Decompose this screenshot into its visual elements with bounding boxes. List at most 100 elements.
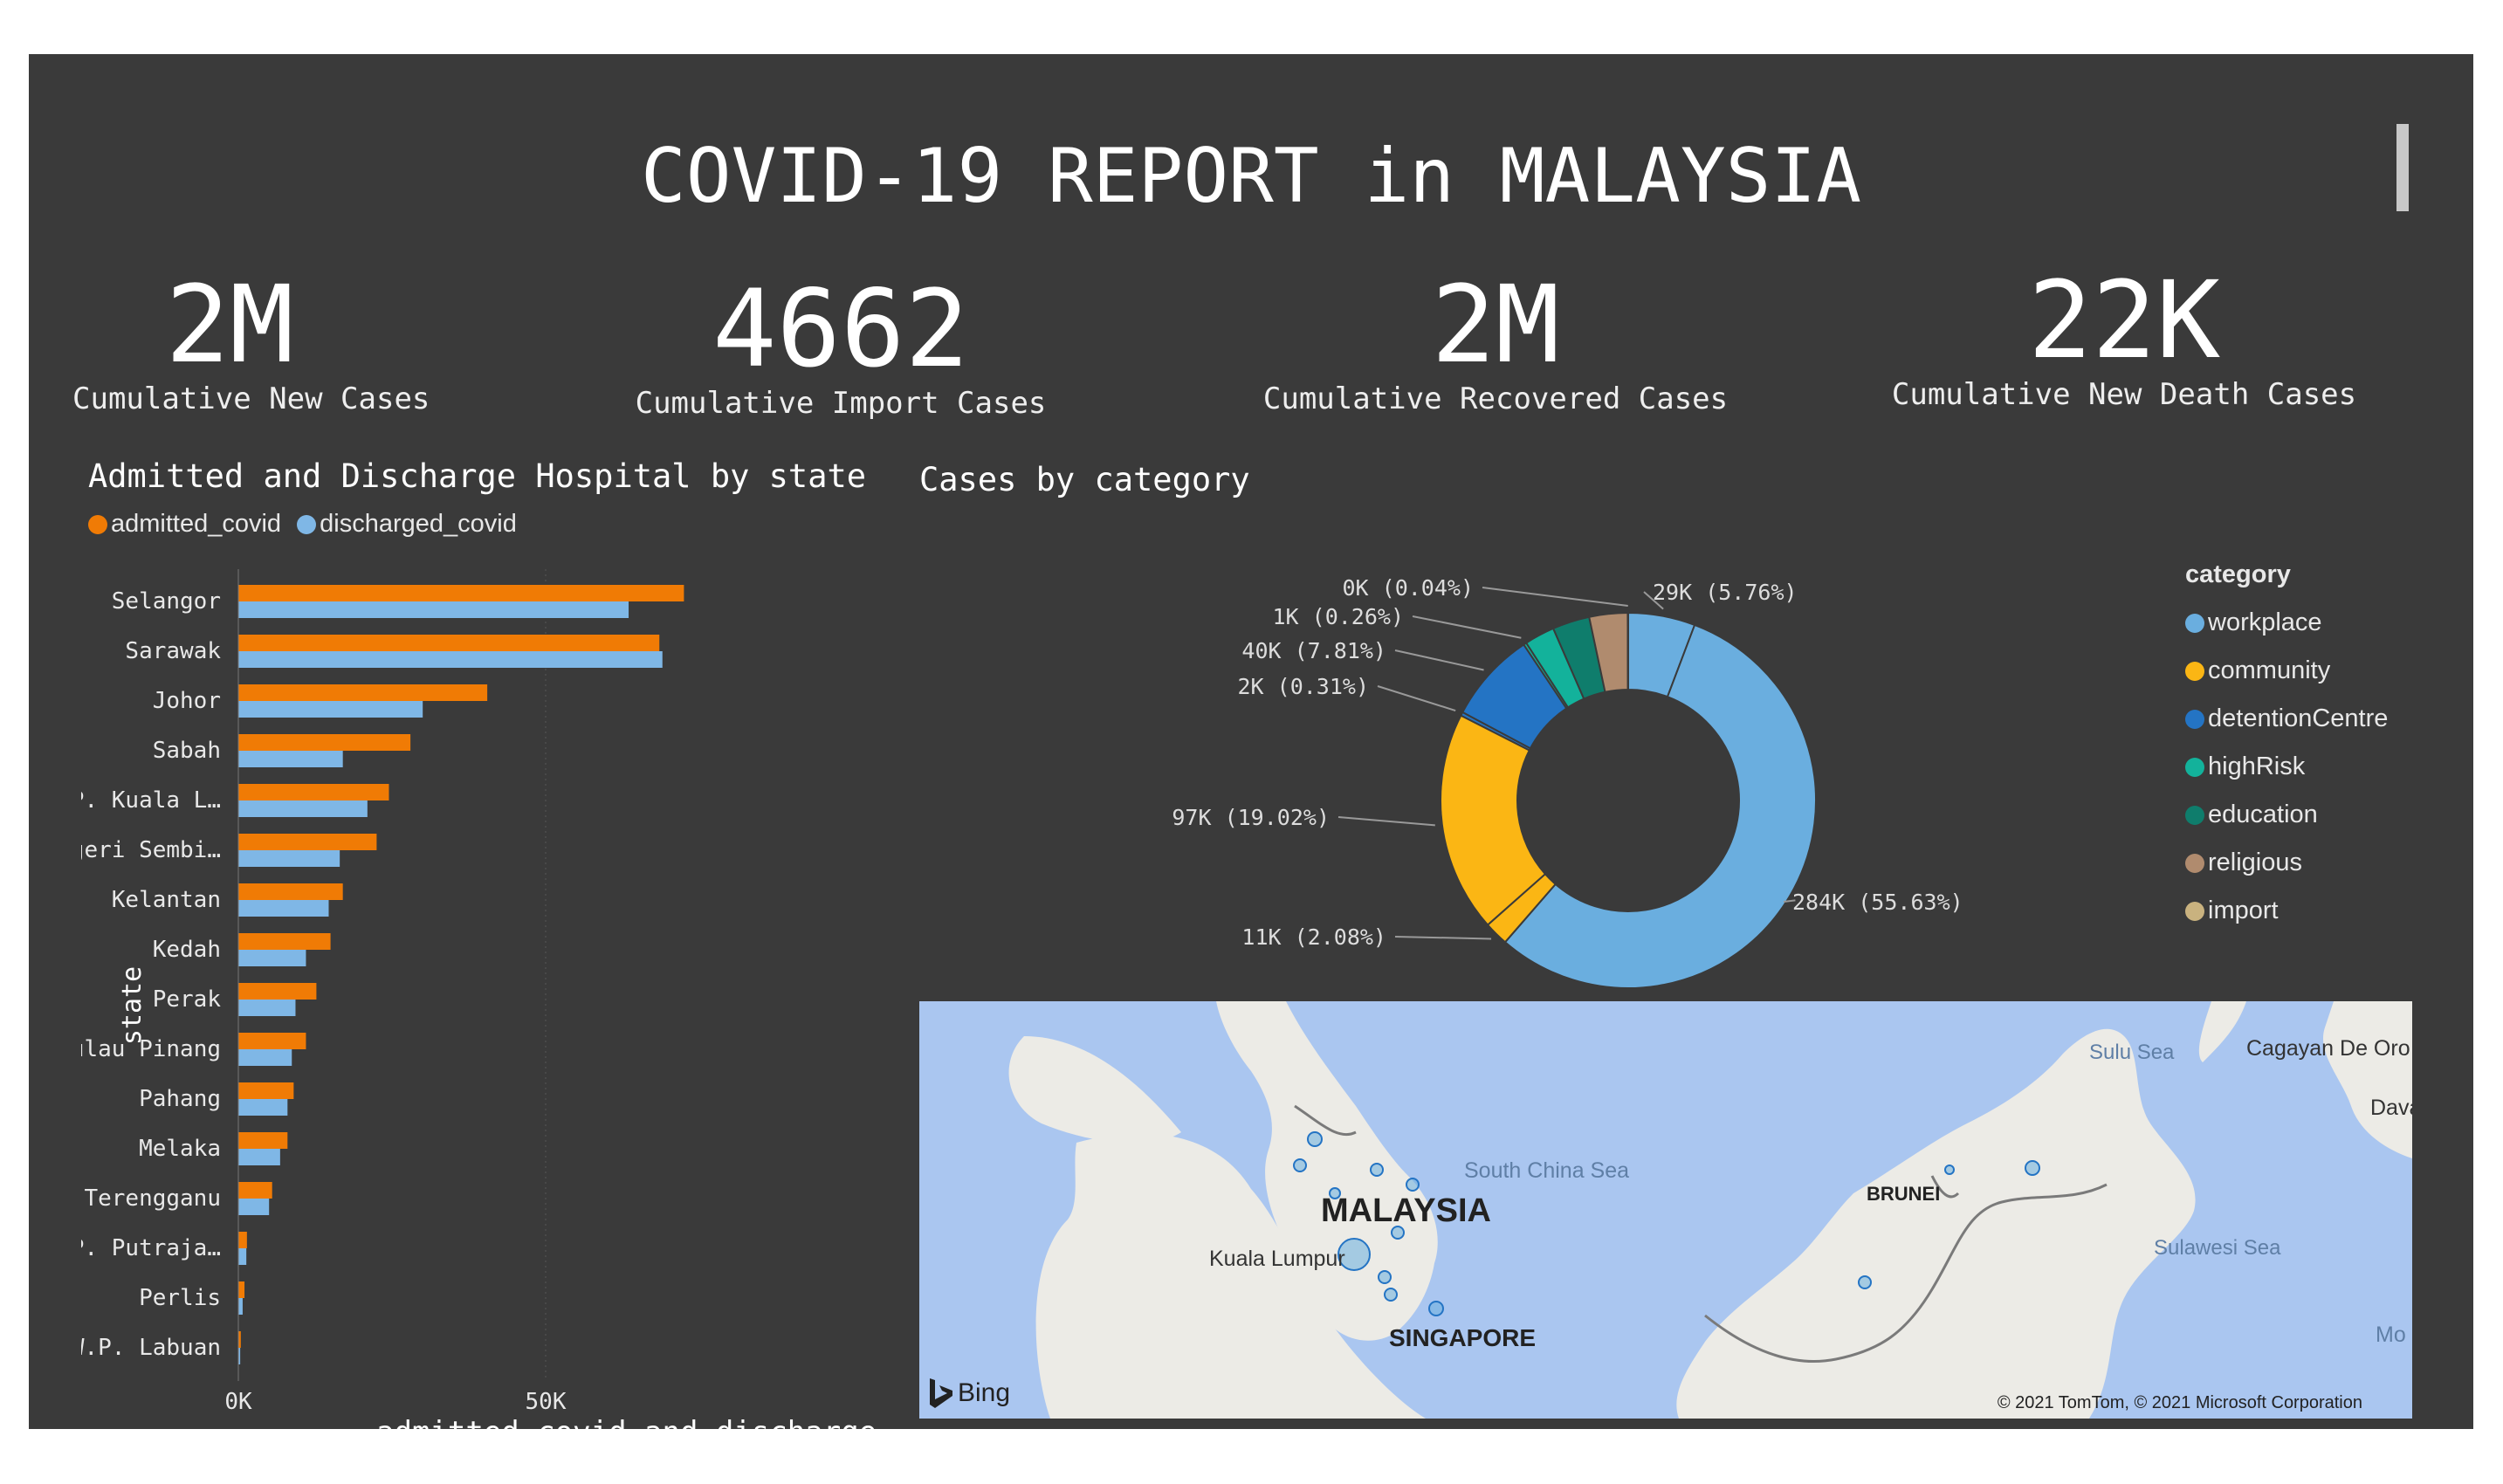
bar-admitted_covid[interactable] <box>238 734 411 751</box>
legend-item-education[interactable]: education <box>2185 799 2388 830</box>
donut-slice[interactable] <box>1503 623 1817 989</box>
y-tick-label: Pahang <box>139 1086 221 1112</box>
bar-discharged_covid[interactable] <box>238 751 343 767</box>
legend-item-highRisk[interactable]: highRisk <box>2185 751 2388 782</box>
bar-discharged_covid[interactable] <box>238 1149 280 1165</box>
bar-discharged_covid[interactable] <box>238 651 663 668</box>
bar-discharged_covid[interactable] <box>238 1298 243 1315</box>
donut-slice[interactable] <box>1440 714 1547 926</box>
y-tick-label: W.P. Putraja… <box>81 1235 221 1261</box>
land-malay-peninsula <box>1216 1001 1438 1341</box>
bar-admitted_covid[interactable] <box>238 834 377 850</box>
legend-label-admitted[interactable]: admitted_covid <box>111 510 282 538</box>
bar-admitted_covid[interactable] <box>238 784 389 800</box>
bar-admitted_covid[interactable] <box>238 635 660 651</box>
land-borneo <box>1676 1028 2196 1419</box>
donut-data-label: 0K (0.04%) <box>1342 575 1474 601</box>
map-bubble[interactable] <box>2025 1160 2040 1176</box>
map-visual[interactable]: Sulu Sea Cagayan De Oro Dava South China… <box>919 1001 2412 1419</box>
bar-admitted_covid[interactable] <box>238 1082 294 1099</box>
legend-label: education <box>2208 800 2318 828</box>
legend-dot-icon <box>2185 710 2204 730</box>
bar-admitted_covid[interactable] <box>238 684 488 701</box>
map-bubble[interactable] <box>1428 1301 1444 1316</box>
bar-discharged_covid[interactable] <box>238 601 629 618</box>
legend-dot-icon <box>2185 902 2204 922</box>
map-bubble[interactable] <box>1337 1238 1371 1271</box>
kpi-label-death-cases: Cumulative New Death Cases <box>1891 377 2357 412</box>
bar-discharged_covid[interactable] <box>238 850 340 867</box>
bar-discharged_covid[interactable] <box>238 1248 247 1265</box>
map-bubble[interactable] <box>1406 1178 1420 1192</box>
bar-discharged_covid[interactable] <box>238 1099 288 1116</box>
legend-dot-icon <box>2185 806 2204 826</box>
bing-logo[interactable]: Bing <box>930 1378 1010 1408</box>
bar-discharged_covid[interactable] <box>238 1348 241 1364</box>
map-bubble[interactable] <box>1293 1158 1307 1172</box>
map-bubble[interactable] <box>1391 1226 1405 1240</box>
bar-admitted_covid[interactable] <box>238 1232 247 1248</box>
map-canvas[interactable]: Sulu Sea Cagayan De Oro Dava South China… <box>919 1001 2412 1419</box>
donut-slice[interactable] <box>1626 611 1629 691</box>
donut-data-label: 97K (19.02%) <box>1172 805 1330 830</box>
map-label-kuala-lumpur: Kuala Lumpur <box>1209 1247 1345 1271</box>
bar-discharged_covid[interactable] <box>238 950 306 966</box>
legend-dot-icon <box>2185 758 2204 778</box>
y-tick-label: Pulau Pinang <box>81 1036 221 1062</box>
bar-discharged_covid[interactable] <box>238 900 329 917</box>
map-bubbles[interactable] <box>1293 1131 2040 1316</box>
x-tick-label: 0K <box>224 1389 252 1415</box>
legend-label-discharged[interactable]: discharged_covid <box>320 510 517 538</box>
map-label-malaysia: MALAYSIA <box>1321 1192 1491 1229</box>
map-bubble[interactable] <box>1858 1275 1872 1289</box>
y-axis-label: state <box>117 966 148 1045</box>
map-bubble[interactable] <box>1384 1288 1398 1302</box>
y-tick-label: Selangor <box>112 588 221 615</box>
legend-label: workplace <box>2208 608 2322 636</box>
border-line <box>1294 1104 1357 1137</box>
kpi-card-new-cases: 2M Cumulative New Cases <box>72 263 430 416</box>
legend-item-workplace[interactable]: workplace <box>2185 607 2388 638</box>
bar-discharged_covid[interactable] <box>238 1199 270 1215</box>
bar-admitted_covid[interactable] <box>238 883 343 900</box>
report-title: COVID-19 REPORT in MALAYSIA <box>641 133 1861 220</box>
map-attribution: © 2021 TomTom, © 2021 Microsoft Corporat… <box>1998 1393 2362 1412</box>
bar-discharged_covid[interactable] <box>238 1000 296 1016</box>
donut-leader-line <box>1394 649 1484 671</box>
kpi-card-death-cases: 22K Cumulative New Death Cases <box>1871 264 2377 412</box>
donut-data-label: 284K (55.63%) <box>1792 890 1963 915</box>
donut-data-label: 1K (0.26%) <box>1272 604 1404 629</box>
map-bubble[interactable] <box>1307 1131 1323 1147</box>
legend-item-import[interactable]: import <box>2185 895 2388 926</box>
legend-item-religious[interactable]: religious <box>2185 847 2388 878</box>
kpi-value-new-cases: 2M <box>165 263 294 387</box>
bar-discharged_covid[interactable] <box>238 800 368 817</box>
donut-data-label: 29K (5.76%) <box>1653 580 1798 605</box>
scrollbar-thumb[interactable] <box>2396 124 2409 211</box>
land-sumatra-north <box>1008 1036 1181 1144</box>
map-bubble[interactable] <box>1378 1270 1392 1284</box>
bar-discharged_covid[interactable] <box>238 1049 292 1066</box>
bar-admitted_covid[interactable] <box>238 1033 306 1049</box>
bar-admitted_covid[interactable] <box>238 585 684 601</box>
bar-admitted_covid[interactable] <box>238 1182 272 1199</box>
bar-admitted_covid[interactable] <box>238 1132 288 1149</box>
bar-admitted_covid[interactable] <box>238 983 317 1000</box>
y-tick-label: Perak <box>153 986 222 1013</box>
y-tick-label: Johor <box>153 688 221 714</box>
legend-item-community[interactable]: community <box>2185 655 2388 686</box>
donut-legend: category workplace community detentionCent… <box>2185 559 2388 926</box>
y-tick-label: Kedah <box>153 937 221 963</box>
map-bubble[interactable] <box>1370 1163 1384 1177</box>
land-mindanao <box>2322 1001 2412 1158</box>
map-bubble[interactable] <box>1329 1187 1341 1199</box>
bar-discharged_covid[interactable] <box>238 701 423 718</box>
bar-admitted_covid[interactable] <box>238 1331 241 1348</box>
legend-item-detentionCentre[interactable]: detentionCentre <box>2185 703 2388 734</box>
legend-label: highRisk <box>2208 752 2306 780</box>
bar-admitted_covid[interactable] <box>238 1281 245 1298</box>
legend-label: import <box>2208 897 2279 924</box>
map-bubble[interactable] <box>1944 1165 1955 1175</box>
bar-admitted_covid[interactable] <box>238 933 331 950</box>
border-line <box>1704 1183 2108 1364</box>
